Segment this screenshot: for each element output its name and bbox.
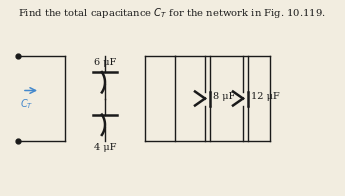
Text: 8 μF: 8 μF (213, 92, 235, 101)
Text: 12 μF: 12 μF (251, 92, 280, 101)
Text: $C_T$: $C_T$ (20, 97, 33, 111)
Text: 4 μF: 4 μF (94, 143, 116, 152)
Text: Find the total capacitance $C_T$ for the network in Fig. 10.119.: Find the total capacitance $C_T$ for the… (18, 6, 326, 20)
Text: 6 μF: 6 μF (94, 58, 116, 67)
